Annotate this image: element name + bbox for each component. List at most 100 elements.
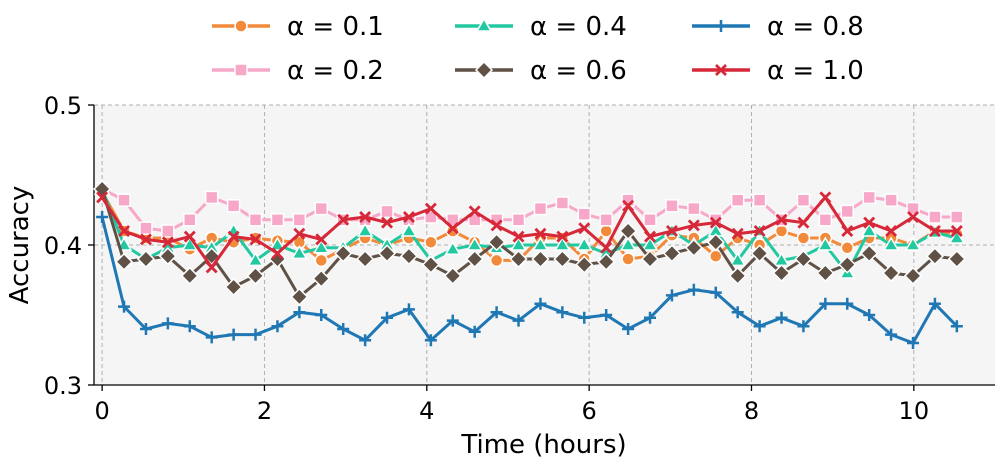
data-point — [772, 263, 791, 283]
data-point — [533, 201, 548, 216]
x-tick-label: 4 — [419, 397, 434, 425]
data-point — [490, 219, 503, 232]
data-point — [249, 328, 262, 341]
data-point — [796, 193, 811, 207]
legend-label: α = 0.6 — [530, 56, 627, 86]
data-point — [904, 236, 922, 251]
data-point — [446, 222, 459, 235]
legend-item: α = 1.0 — [692, 56, 864, 86]
data-point — [444, 240, 462, 255]
data-point — [928, 297, 941, 310]
data-point — [731, 227, 744, 240]
data-point — [381, 216, 394, 229]
data-point — [600, 309, 613, 321]
data-point — [556, 230, 569, 243]
data-point — [774, 224, 789, 238]
data-point — [381, 311, 394, 324]
data-point — [577, 207, 592, 221]
series-line — [100, 216, 958, 345]
data-point — [377, 244, 397, 263]
legend-label: α = 1.0 — [767, 56, 864, 86]
legend-marker — [715, 20, 727, 32]
data-point — [136, 249, 156, 269]
data-point — [950, 225, 963, 237]
legend-marker — [715, 64, 727, 76]
data-point — [794, 249, 813, 269]
data-point — [706, 233, 725, 252]
data-point — [337, 213, 350, 226]
data-point — [290, 287, 309, 306]
data-point — [227, 328, 240, 341]
y-axis-title: Accuracy — [5, 186, 35, 305]
data-point — [399, 247, 419, 266]
data-point — [512, 230, 525, 243]
data-point — [161, 317, 174, 330]
x-tick-label: 6 — [582, 397, 597, 425]
data-point — [578, 311, 591, 324]
legend-item: α = 0.2 — [212, 56, 384, 86]
data-point — [118, 300, 131, 313]
legend-label: α = 0.8 — [767, 12, 864, 42]
data-point — [575, 236, 593, 251]
series-6 — [96, 191, 963, 274]
data-point — [158, 247, 177, 266]
data-point — [818, 213, 833, 227]
data-point — [246, 266, 265, 285]
data-point — [249, 233, 262, 246]
data-point — [183, 320, 196, 333]
data-point — [907, 337, 920, 349]
series-5 — [96, 211, 963, 349]
data-point — [863, 216, 876, 229]
data-point — [841, 297, 854, 310]
legend-marker — [475, 17, 493, 32]
data-point — [292, 213, 307, 227]
legend-marker — [234, 63, 248, 77]
data-point — [728, 266, 747, 285]
legend: α = 0.1 α = 0.2 α = 0.4 α = 0.6 α = 0.8 α = 1… — [212, 12, 864, 86]
data-point — [489, 253, 504, 268]
data-point — [709, 286, 722, 299]
legend-item: α = 0.8 — [692, 12, 864, 42]
data-point — [599, 213, 613, 227]
data-point — [465, 249, 484, 269]
data-point — [96, 191, 109, 204]
data-point — [885, 225, 898, 237]
data-point — [314, 201, 329, 216]
data-point — [819, 191, 832, 204]
data-point — [619, 221, 638, 241]
data-point — [860, 244, 879, 263]
data-point — [665, 225, 678, 237]
data-point — [928, 225, 941, 237]
data-point — [599, 224, 613, 238]
data-point — [227, 230, 240, 243]
data-point — [446, 314, 459, 327]
x-tick-label: 2 — [257, 397, 272, 425]
data-point — [753, 320, 766, 333]
data-point — [578, 222, 591, 235]
data-point — [644, 311, 657, 324]
data-point — [838, 255, 857, 274]
data-point — [840, 241, 855, 255]
data-point — [315, 309, 328, 321]
data-point — [421, 255, 440, 274]
data-point — [487, 233, 506, 252]
data-point — [183, 230, 196, 243]
data-point — [534, 227, 547, 240]
series-line — [100, 188, 958, 275]
data-point — [750, 244, 769, 263]
data-point — [775, 213, 788, 226]
data-point — [509, 249, 528, 269]
data-point — [950, 320, 963, 333]
data-point — [424, 202, 437, 215]
data-point — [553, 249, 572, 269]
series-group — [93, 179, 966, 349]
data-point — [380, 204, 394, 219]
data-point — [511, 213, 526, 227]
data-point — [248, 213, 263, 227]
data-point — [709, 216, 722, 229]
data-point — [314, 253, 329, 268]
legend-item: α = 0.4 — [455, 12, 627, 42]
data-point — [817, 236, 834, 251]
data-point — [161, 224, 175, 238]
data-point — [180, 266, 199, 285]
